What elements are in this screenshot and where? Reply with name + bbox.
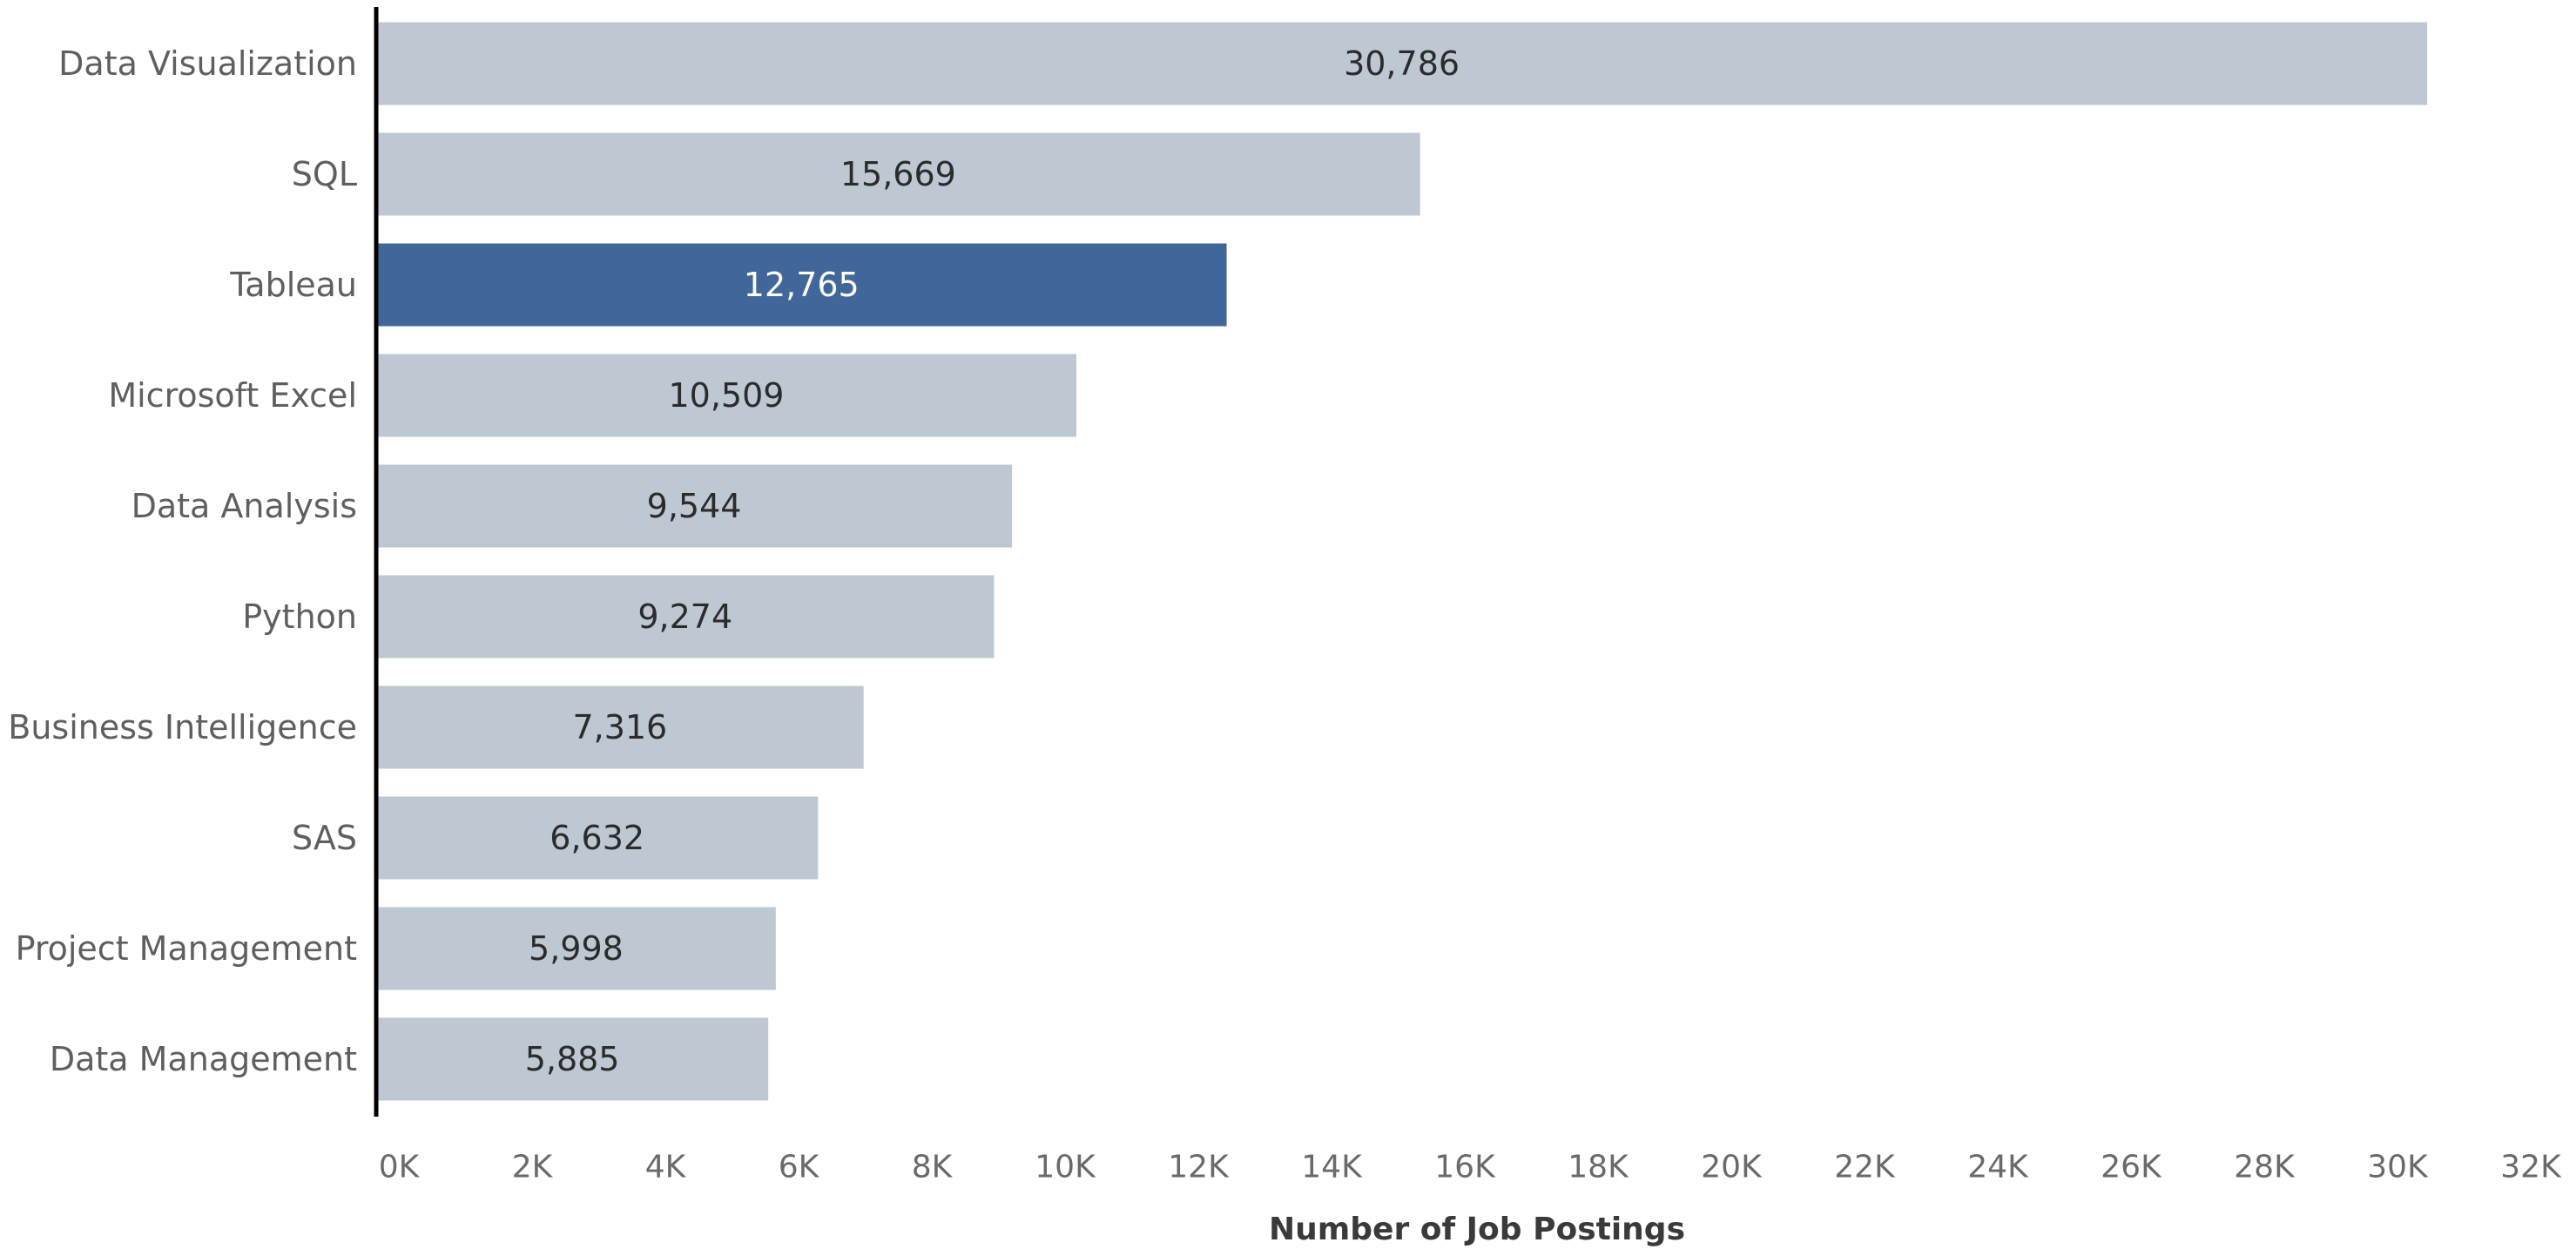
category-labels-group: Data Visualization SQL Tableau Microsoft Ex… bbox=[8, 44, 357, 1078]
value-label-tableau: 12,765 bbox=[744, 266, 860, 304]
x-tick-label: 28K bbox=[2234, 1150, 2296, 1185]
category-label-data-visualization: Data Visualization bbox=[58, 44, 357, 83]
x-tick-labels-group: 0K 2K 4K 6K 8K 10K 12K 14K 16K 18K 20K 22K 24K 26K 28K… bbox=[379, 1150, 2562, 1185]
category-label-python: Python bbox=[242, 598, 357, 636]
x-tick-label: 4K bbox=[645, 1150, 687, 1185]
x-tick-label: 10K bbox=[1035, 1150, 1096, 1185]
bar-tableau bbox=[376, 243, 1227, 327]
value-label-microsoft-excel: 10,509 bbox=[668, 376, 784, 415]
x-tick-label: 16K bbox=[1434, 1150, 1496, 1185]
bar-data-visualization bbox=[376, 22, 2428, 105]
value-label-sas: 6,632 bbox=[550, 819, 644, 857]
value-label-data-visualization: 30,786 bbox=[1344, 44, 1460, 83]
category-label-sas: SAS bbox=[292, 819, 357, 857]
category-label-data-analysis: Data Analysis bbox=[131, 487, 357, 525]
x-tick-label: 30K bbox=[2367, 1150, 2429, 1185]
value-label-business-intelligence: 7,316 bbox=[572, 708, 667, 746]
bar-sas bbox=[376, 796, 819, 880]
x-axis-title: Number of Job Postings bbox=[1269, 1212, 1685, 1247]
x-tick-label: 22K bbox=[1834, 1150, 1896, 1185]
bar-sql bbox=[376, 132, 1420, 216]
bar-data-management bbox=[376, 1017, 769, 1101]
category-label-microsoft-excel: Microsoft Excel bbox=[108, 376, 357, 415]
bar-microsoft-excel bbox=[376, 354, 1076, 437]
bars-group bbox=[376, 22, 2428, 1101]
x-tick-label: 2K bbox=[512, 1150, 554, 1185]
category-label-data-management: Data Management bbox=[50, 1040, 357, 1078]
value-label-python: 9,274 bbox=[637, 598, 732, 636]
value-label-sql: 15,669 bbox=[840, 155, 956, 193]
bar-python bbox=[376, 575, 995, 658]
x-tick-label: 6K bbox=[779, 1150, 820, 1185]
value-label-data-management: 5,885 bbox=[525, 1040, 620, 1078]
category-label-business-intelligence: Business Intelligence bbox=[8, 708, 357, 746]
value-label-project-management: 5,998 bbox=[529, 929, 624, 968]
x-tick-label: 32K bbox=[2500, 1150, 2562, 1185]
x-tick-label: 14K bbox=[1301, 1150, 1363, 1185]
value-labels-group: 30,786 15,669 12,765 10,509 9,544 9,274 7,316 6… bbox=[525, 44, 1460, 1078]
x-tick-label: 0K bbox=[379, 1150, 421, 1185]
category-label-tableau: Tableau bbox=[229, 266, 357, 304]
bar-business-intelligence bbox=[376, 685, 864, 769]
x-tick-label: 12K bbox=[1168, 1150, 1230, 1185]
bar-data-analysis bbox=[376, 464, 1013, 548]
bar-project-management bbox=[376, 907, 776, 990]
x-tick-label: 20K bbox=[1701, 1150, 1763, 1185]
x-tick-label: 18K bbox=[1568, 1150, 1629, 1185]
category-label-project-management: Project Management bbox=[16, 929, 357, 968]
x-tick-label: 8K bbox=[912, 1150, 954, 1185]
category-label-sql: SQL bbox=[292, 155, 357, 193]
x-tick-label: 26K bbox=[2101, 1150, 2162, 1185]
value-label-data-analysis: 9,544 bbox=[647, 487, 742, 525]
x-tick-label: 24K bbox=[1967, 1150, 2029, 1185]
